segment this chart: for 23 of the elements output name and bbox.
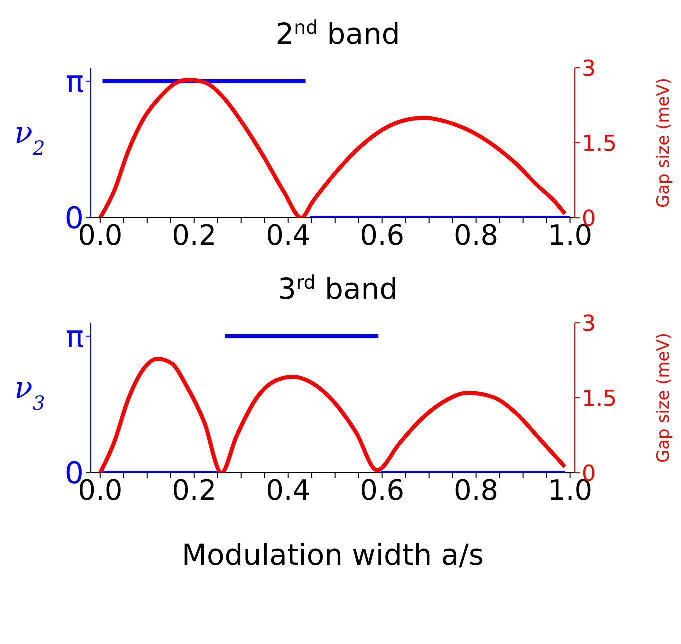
y-axis-title: ν$_{2}$ — [14, 116, 46, 160]
line-series — [98, 78, 568, 218]
y-tick-label: π — [66, 65, 84, 100]
x-axis-title: Modulation width a/s — [182, 538, 484, 572]
y2-tick-label: 1.5 — [582, 132, 617, 157]
y-axis-title: ν$_{3}$ — [14, 371, 46, 414]
x-tick-label: 0.2 — [172, 474, 217, 507]
x-tick-label: 0.4 — [266, 474, 311, 507]
y-tick-label: π — [66, 320, 84, 356]
chart-title: 2$^{nd}$ band — [276, 17, 400, 51]
x-tick-label: 0.2 — [172, 218, 217, 252]
line-series — [98, 357, 568, 473]
y2-axis-title: Gap size (meV) — [654, 78, 674, 208]
y2-axis-title: Gap size (meV) — [654, 332, 674, 464]
x-tick-label: 0.6 — [360, 474, 405, 507]
y2-tick-label: 3 — [582, 56, 596, 82]
x-tick-label: 0.4 — [266, 218, 311, 252]
x-tick-label: 0.6 — [360, 218, 405, 252]
x-tick-label: 0.8 — [454, 218, 499, 252]
y2-tick-label: 1.5 — [582, 386, 617, 412]
y2-tick-label: 3 — [582, 312, 596, 337]
chart-title: 3$^{rd}$ band — [278, 272, 398, 306]
x-tick-label: 0.8 — [454, 474, 499, 507]
